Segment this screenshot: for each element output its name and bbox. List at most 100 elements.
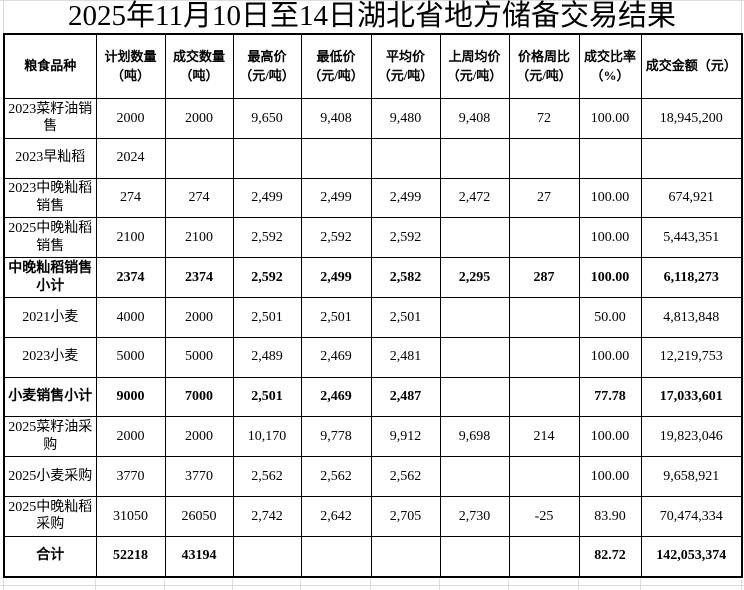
header-cell-2[interactable]: 成交数量 （吨） — [164, 33, 234, 99]
row-label-cell[interactable]: 2023菜籽油销售 — [3, 98, 97, 139]
data-cell[interactable]: 214 — [508, 416, 580, 458]
data-cell[interactable]: 26050 — [164, 495, 234, 537]
data-cell[interactable]: 2,501 — [300, 296, 372, 338]
data-cell[interactable]: 9,480 — [370, 98, 441, 139]
data-cell[interactable] — [439, 137, 510, 179]
data-cell[interactable]: 77.78 — [578, 376, 642, 418]
data-cell[interactable]: 2,592 — [370, 217, 441, 259]
data-cell[interactable]: 2,592 — [300, 217, 372, 259]
row-label-cell[interactable]: 2023早籼稻 — [3, 137, 97, 179]
data-cell[interactable]: 2,592 — [232, 257, 302, 298]
data-cell[interactable] — [300, 535, 372, 578]
data-cell[interactable]: 100.00 — [578, 416, 642, 458]
header-cell-5[interactable]: 平均价 （元/吨） — [370, 33, 441, 99]
header-cell-1[interactable]: 计划数量 （吨） — [95, 33, 166, 99]
row-label-cell[interactable]: 2025菜籽油采购 — [3, 416, 97, 458]
data-cell[interactable]: 2374 — [164, 257, 234, 298]
row-label-cell[interactable]: 合计 — [3, 535, 97, 578]
data-cell[interactable]: 19,823,046 — [640, 416, 743, 458]
data-cell[interactable]: 18,945,200 — [640, 98, 743, 139]
row-label-cell[interactable]: 小麦销售小计 — [3, 376, 97, 418]
header-cell-7[interactable]: 价格周比 （元/吨） — [508, 33, 580, 99]
row-label-cell[interactable]: 2023中晚籼稻销售 — [3, 177, 97, 219]
data-cell[interactable]: 100.00 — [578, 456, 642, 497]
data-cell[interactable]: 12,219,753 — [640, 336, 743, 378]
data-cell[interactable]: 100.00 — [578, 336, 642, 378]
data-cell[interactable]: 100.00 — [578, 257, 642, 298]
data-cell[interactable]: 9,408 — [439, 98, 510, 139]
row-label-cell[interactable]: 中晚籼稻销售小计 — [3, 257, 97, 298]
data-cell[interactable] — [439, 535, 510, 578]
data-cell[interactable]: 2,499 — [232, 177, 302, 219]
data-cell[interactable]: 674,921 — [640, 177, 743, 219]
data-cell[interactable] — [164, 137, 234, 179]
data-cell[interactable]: 2100 — [164, 217, 234, 259]
data-cell[interactable] — [439, 296, 510, 338]
data-cell[interactable]: -25 — [508, 495, 580, 537]
data-cell[interactable]: 17,033,601 — [640, 376, 743, 418]
data-cell[interactable]: 274 — [164, 177, 234, 219]
data-cell[interactable]: 2,469 — [300, 336, 372, 378]
data-cell[interactable]: 287 — [508, 257, 580, 298]
data-cell[interactable]: 2000 — [164, 416, 234, 458]
row-label-cell[interactable]: 2025小麦采购 — [3, 456, 97, 497]
data-cell[interactable] — [370, 137, 441, 179]
row-label-cell[interactable]: 2021小麦 — [3, 296, 97, 338]
data-cell[interactable]: 2,501 — [232, 296, 302, 338]
data-cell[interactable]: 2,592 — [232, 217, 302, 259]
header-cell-9[interactable]: 成交金额（元） — [640, 33, 743, 99]
data-cell[interactable]: 100.00 — [578, 217, 642, 259]
data-cell[interactable]: 2000 — [164, 296, 234, 338]
data-cell[interactable]: 9000 — [95, 376, 166, 418]
data-cell[interactable]: 5,443,351 — [640, 217, 743, 259]
data-cell[interactable]: 5000 — [164, 336, 234, 378]
data-cell[interactable] — [640, 137, 743, 179]
data-cell[interactable]: 2,469 — [300, 376, 372, 418]
row-label-cell[interactable]: 2023小麦 — [3, 336, 97, 378]
data-cell[interactable]: 2,487 — [370, 376, 441, 418]
data-cell[interactable] — [508, 456, 580, 497]
data-cell[interactable]: 9,658,921 — [640, 456, 743, 497]
data-cell[interactable]: 9,408 — [300, 98, 372, 139]
data-cell[interactable]: 2100 — [95, 217, 166, 259]
data-cell[interactable]: 274 — [95, 177, 166, 219]
data-cell[interactable] — [232, 137, 302, 179]
data-cell[interactable]: 2,705 — [370, 495, 441, 537]
data-cell[interactable]: 2,562 — [300, 456, 372, 497]
data-cell[interactable] — [300, 137, 372, 179]
data-cell[interactable] — [508, 137, 580, 179]
data-cell[interactable]: 2000 — [95, 98, 166, 139]
data-cell[interactable]: 3770 — [95, 456, 166, 497]
data-cell[interactable]: 2,642 — [300, 495, 372, 537]
data-cell[interactable]: 2,481 — [370, 336, 441, 378]
data-cell[interactable] — [439, 376, 510, 418]
data-cell[interactable]: 2,582 — [370, 257, 441, 298]
header-cell-3[interactable]: 最高价 （元/吨） — [232, 33, 302, 99]
data-cell[interactable]: 9,650 — [232, 98, 302, 139]
data-cell[interactable]: 2,501 — [232, 376, 302, 418]
data-cell[interactable] — [439, 336, 510, 378]
data-cell[interactable]: 2,562 — [370, 456, 441, 497]
data-cell[interactable]: 9,698 — [439, 416, 510, 458]
data-cell[interactable] — [508, 376, 580, 418]
data-cell[interactable]: 2,295 — [439, 257, 510, 298]
data-cell[interactable]: 27 — [508, 177, 580, 219]
data-cell[interactable]: 9,778 — [300, 416, 372, 458]
data-cell[interactable]: 2374 — [95, 257, 166, 298]
data-cell[interactable]: 2,501 — [370, 296, 441, 338]
data-cell[interactable]: 2024 — [95, 137, 166, 179]
data-cell[interactable]: 2000 — [95, 416, 166, 458]
data-cell[interactable] — [370, 535, 441, 578]
header-cell-4[interactable]: 最低价 （元/吨） — [300, 33, 372, 99]
data-cell[interactable]: 72 — [508, 98, 580, 139]
data-cell[interactable] — [508, 336, 580, 378]
data-cell[interactable]: 4000 — [95, 296, 166, 338]
row-label-cell[interactable]: 2025中晚籼稻采购 — [3, 495, 97, 537]
data-cell[interactable]: 2,730 — [439, 495, 510, 537]
data-cell[interactable]: 50.00 — [578, 296, 642, 338]
data-cell[interactable]: 31050 — [95, 495, 166, 537]
row-label-cell[interactable]: 2025中晚籼稻销售 — [3, 217, 97, 259]
data-cell[interactable]: 43194 — [164, 535, 234, 578]
data-cell[interactable]: 2,499 — [300, 177, 372, 219]
data-cell[interactable]: 2,499 — [370, 177, 441, 219]
